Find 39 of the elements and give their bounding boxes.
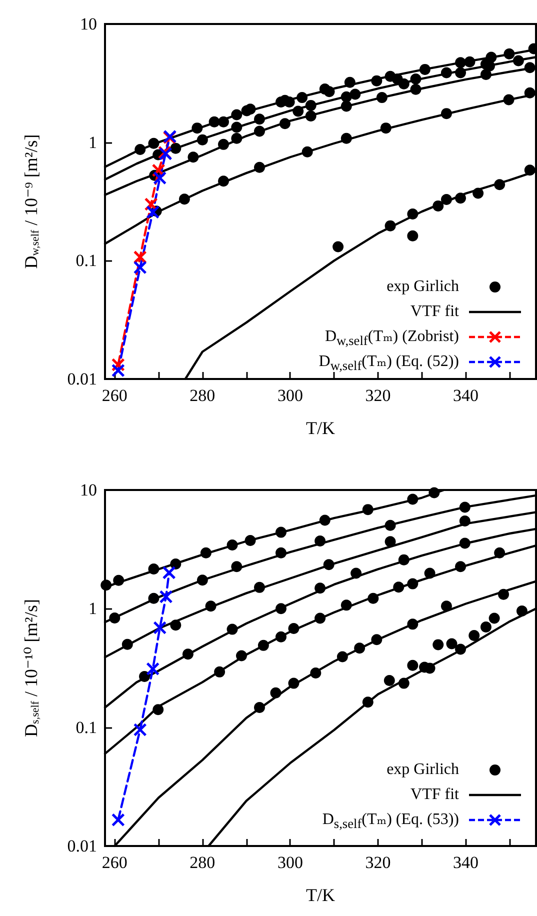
point	[159, 590, 173, 604]
legend-label: exp Girlich	[386, 278, 459, 295]
y-tick-label: 0.01	[67, 370, 97, 388]
legend-label: VTF fit	[410, 786, 459, 803]
y-axis-title: Ds,self / 10⁻¹⁰ [m²/s]	[21, 599, 42, 737]
point	[111, 813, 125, 827]
point	[111, 364, 125, 378]
x-tick-label: 280	[190, 386, 216, 405]
legend-label: D$_{w,self}$(Tₘ) (Eq. (52))	[318, 353, 459, 374]
legend-label: D$_{s,self}$(Tₘ) (Eq. (53))	[322, 811, 459, 832]
point	[146, 205, 160, 219]
x-tick-label: 340	[453, 386, 479, 405]
x-tick-label: 280	[190, 853, 216, 872]
y-tick-label: 1	[88, 132, 97, 152]
y-tick-label: 10	[80, 14, 97, 34]
y-tick-label: 10	[80, 480, 97, 500]
legend-label: D$_{w,self}$(Tₘ) (Zobrist)	[324, 328, 459, 348]
x-tick-label: 320	[365, 386, 391, 405]
x-tick-label: 320	[365, 853, 391, 872]
legend-label: VTF fit	[410, 303, 459, 320]
y-tick-label: 1	[88, 599, 97, 618]
point	[162, 566, 176, 580]
y-tick-label: 0.1	[76, 718, 97, 737]
x-tick-label: 300	[277, 386, 303, 405]
x-tick-label: 260	[102, 386, 128, 405]
point	[153, 621, 167, 635]
x-axis-title: T/K	[306, 885, 335, 905]
x-axis-title: T/K	[306, 418, 335, 438]
y-tick-label: 0.01	[67, 836, 97, 856]
x-tick-label: 300	[277, 853, 303, 872]
point	[133, 260, 147, 274]
x-tick-label: 340	[453, 853, 479, 872]
x-tick-label: 260	[102, 853, 128, 872]
y-axis-title: Dw,self / 10⁻⁹ [m²/s]	[21, 134, 42, 269]
legend-label: exp Girlich	[386, 761, 459, 778]
point	[153, 171, 167, 185]
point	[146, 662, 160, 676]
point	[133, 722, 147, 736]
y-tick-label: 0.1	[76, 251, 97, 270]
